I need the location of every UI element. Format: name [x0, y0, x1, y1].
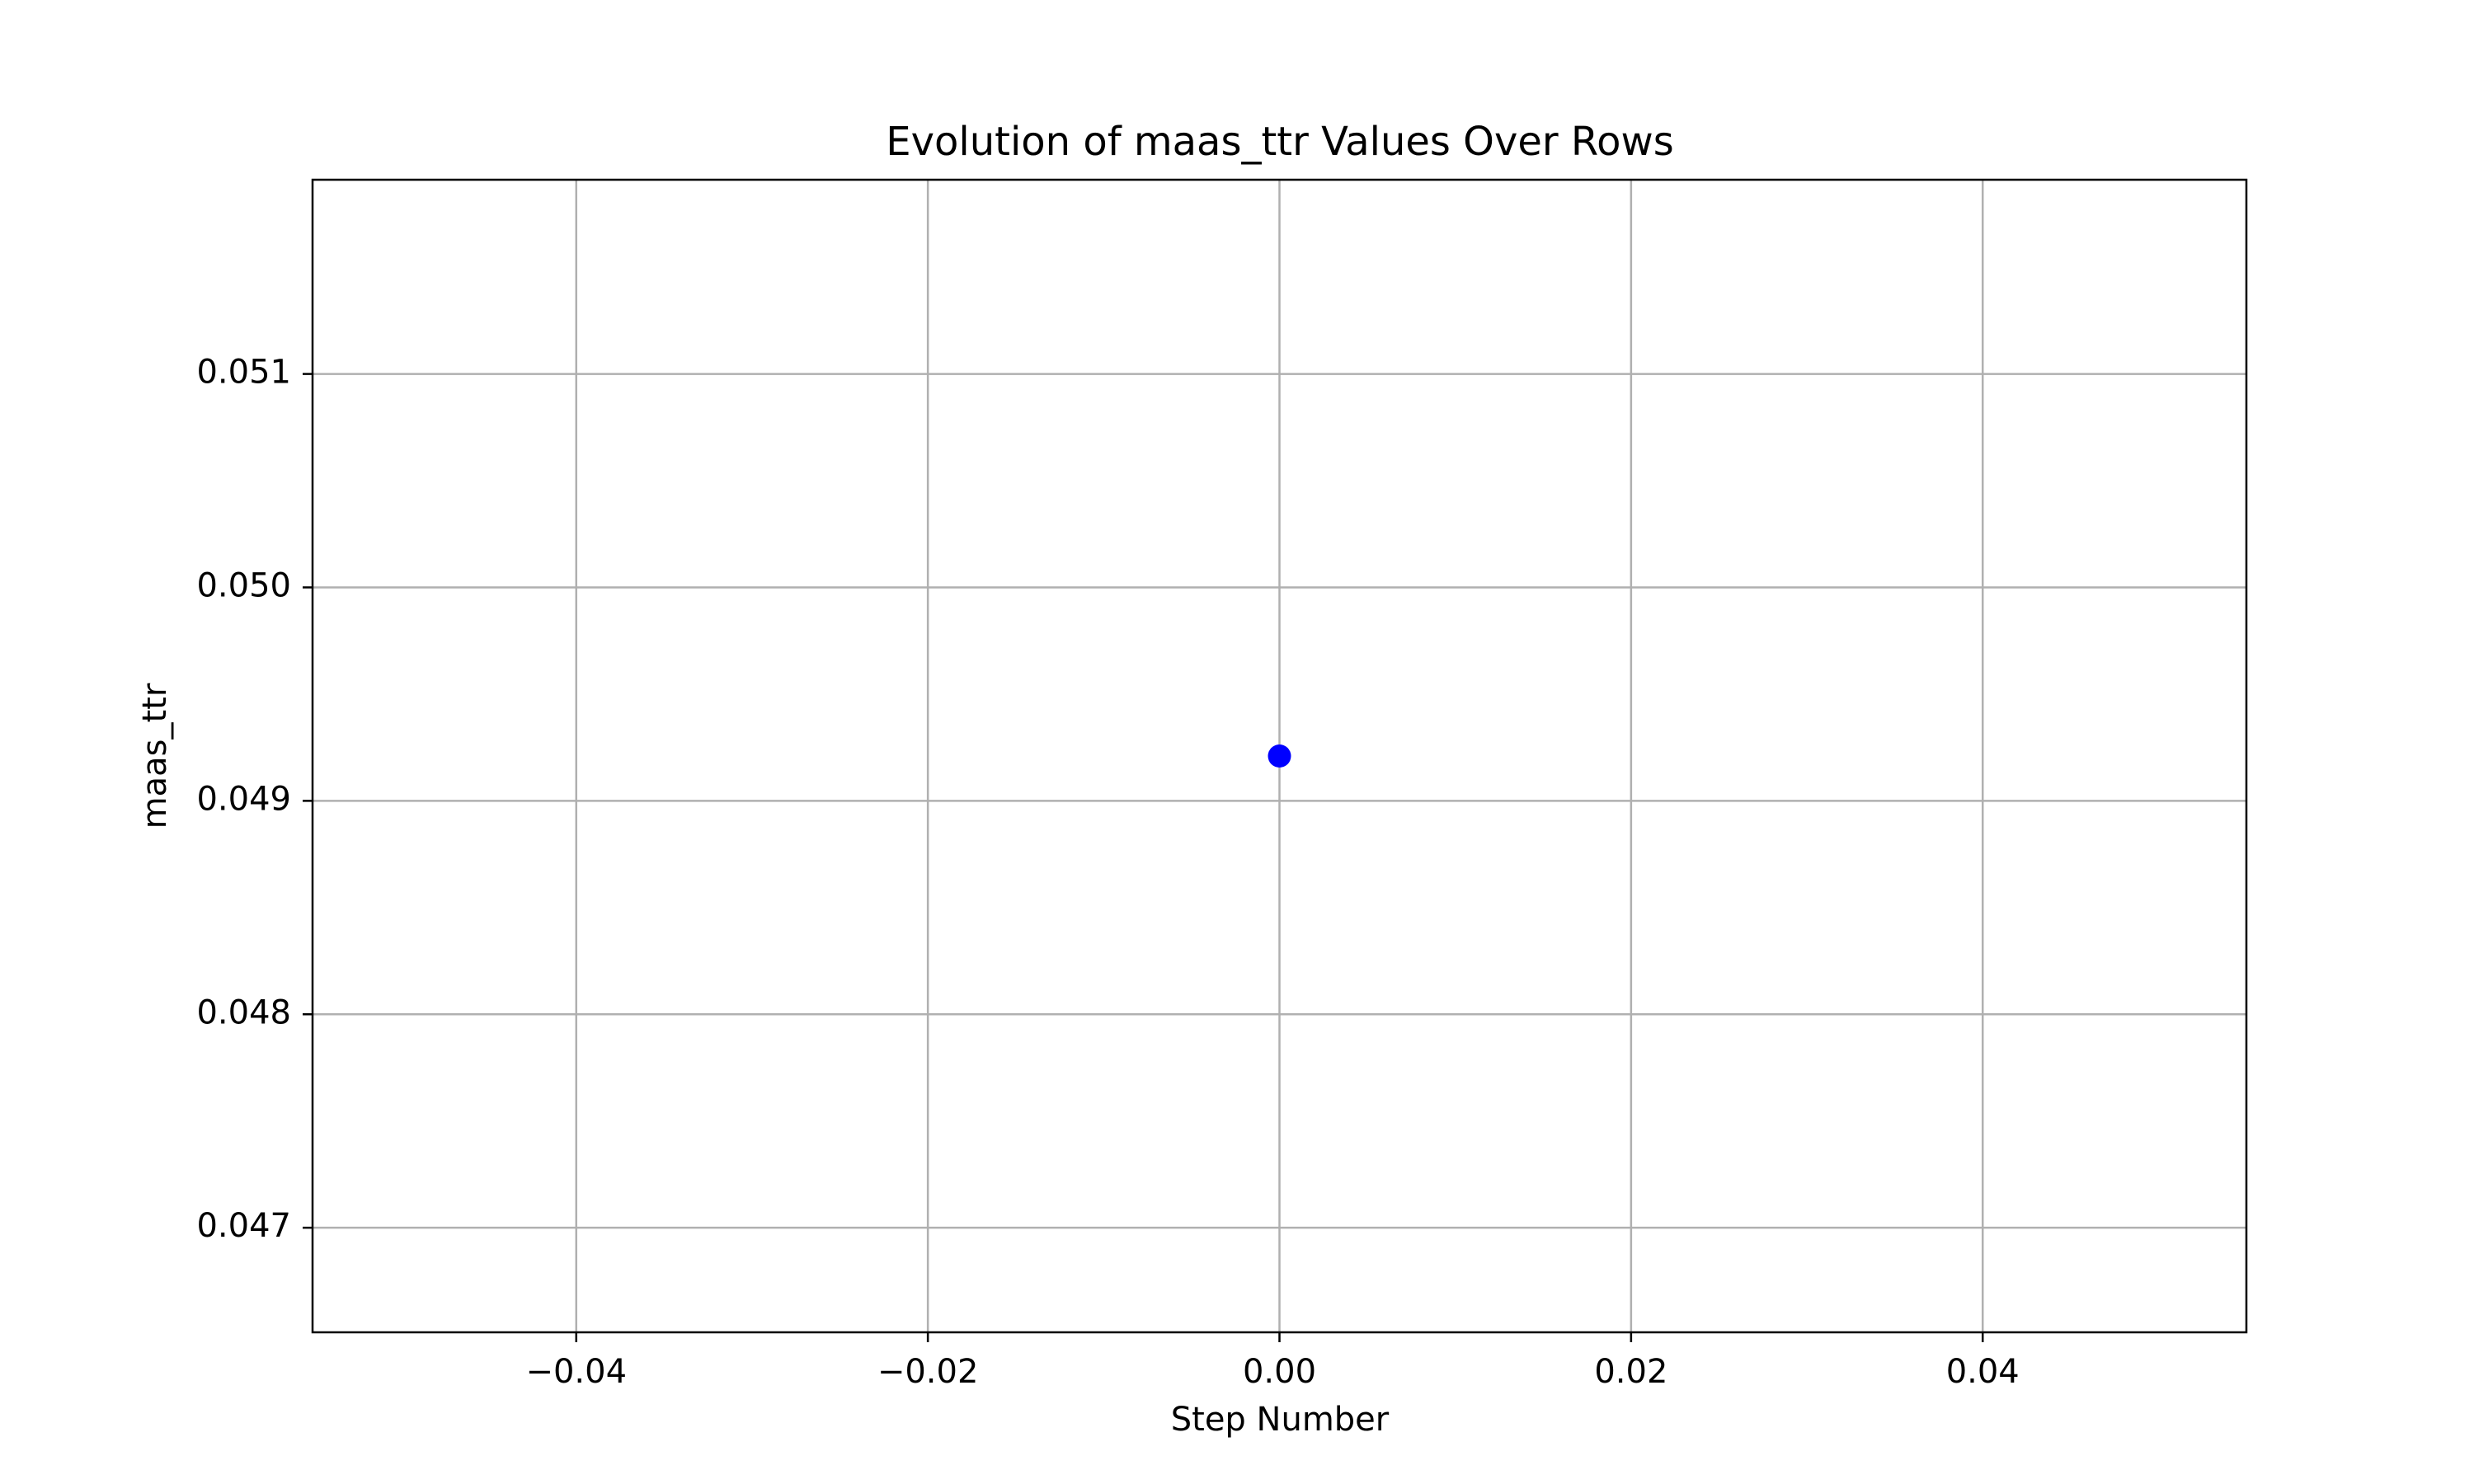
x-axis-label: Step Number	[1171, 1401, 1390, 1439]
data-point	[1268, 744, 1291, 768]
chart-title: Evolution of maas_ttr Values Over Rows	[886, 119, 1673, 165]
axis-ticks: −0.04 −0.02 0.00 0.02 0.04 0.047 0.048 0.049 0.0…	[196, 354, 2019, 1391]
y-tick-label: 0.049	[196, 780, 291, 818]
grid-lines	[313, 180, 2246, 1332]
x-tick-label: 0.00	[1243, 1353, 1316, 1391]
y-tick-label: 0.047	[196, 1207, 291, 1245]
y-axis-label: maas_ttr	[136, 683, 174, 829]
y-tick-label: 0.048	[196, 993, 291, 1031]
y-tick-label: 0.051	[196, 354, 291, 392]
x-tick-label: −0.04	[525, 1353, 627, 1391]
x-tick-label: −0.02	[877, 1353, 979, 1391]
y-tick-label: 0.050	[196, 566, 291, 604]
data-points	[1268, 744, 1291, 768]
x-tick-label: 0.02	[1594, 1353, 1667, 1391]
x-tick-label: 0.04	[1946, 1353, 2020, 1391]
